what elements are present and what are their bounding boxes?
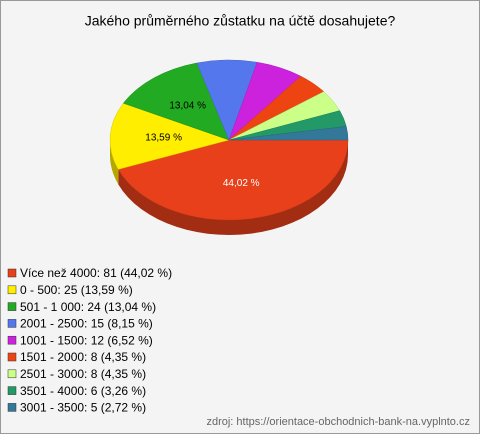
slice-side <box>118 140 348 235</box>
source: zdroj: https://orientace-obchodnich-bank… <box>206 416 470 428</box>
legend-label: 3001 - 3500: 5 (2,72 %) <box>20 401 146 415</box>
slice <box>109 102 230 170</box>
legend-swatch <box>7 386 17 395</box>
legend-swatch <box>7 335 17 345</box>
legend-label: 2001 - 2500: 15 (8,15 %) <box>20 317 153 331</box>
slice <box>122 62 230 141</box>
slice-side <box>110 140 119 185</box>
data-label: 44,02 % <box>223 178 260 189</box>
legend-label: 2501 - 3000: 8 (4,35 %) <box>20 367 146 381</box>
data-label: 13,59 % <box>145 132 182 143</box>
legend-label: 0 - 500: 25 (13,59 %) <box>20 283 133 297</box>
data-label: 13,04 % <box>169 101 206 112</box>
legend-label: 3501 - 4000: 6 (3,26 %) <box>20 384 146 398</box>
legend-label: 1001 - 1500: 12 (6,52 %) <box>20 333 153 347</box>
legend-swatch <box>7 302 17 311</box>
legend-swatch <box>7 369 17 379</box>
legend-label: 501 - 1 000: 24 (13,04 %) <box>20 300 156 314</box>
legend-swatch <box>7 403 17 412</box>
legend-swatch <box>7 319 17 328</box>
legend-label: Více než 4000: 81 (44,02 %) <box>20 266 172 280</box>
legend-label: 1501 - 2000: 8 (4,35 %) <box>20 350 146 364</box>
legend-swatch <box>7 268 17 278</box>
slice <box>117 139 349 221</box>
chart-title: Jakého průměrného zůstatku na účtě dosah… <box>85 13 396 29</box>
slice <box>228 126 349 141</box>
legend-swatch <box>7 352 17 362</box>
legend-swatch <box>7 285 17 295</box>
